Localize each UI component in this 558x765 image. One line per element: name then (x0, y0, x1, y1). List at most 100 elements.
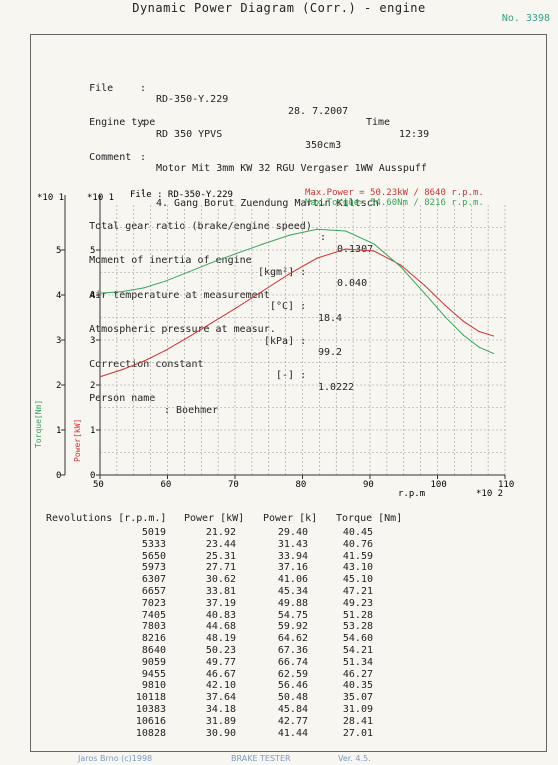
correction-label: Correction constant (89, 358, 204, 370)
cell-power-kw: 30.62 (205, 574, 236, 586)
x-tick-label: 60 (161, 480, 172, 490)
y-scale-left: *10 1 (37, 193, 64, 203)
cell-torque: 53.28 (342, 621, 373, 633)
torque-point (100, 292, 102, 294)
col-power-kw-header: Power [kW] (184, 513, 245, 524)
y-tick-label-left: 1 (56, 426, 61, 436)
cell-power-kw: 40.83 (205, 609, 236, 621)
power-point (121, 368, 124, 371)
x-tick-label: 50 (93, 480, 104, 490)
cell-power-k: 41.06 (277, 574, 308, 586)
x-tick-label: 90 (363, 480, 374, 490)
cell-torque: 51.28 (342, 609, 373, 621)
cell-power-k: 49.88 (277, 597, 308, 609)
col-power-k-header: Power [k] (263, 513, 318, 524)
torque-point (400, 266, 402, 268)
cell-power-k: 67.36 (277, 644, 308, 656)
cell-power-k: 45.84 (277, 703, 308, 715)
x-tick-label: 110 (498, 480, 514, 490)
cell-rpm: 9059 (141, 656, 166, 668)
cell-torque: 40.35 (342, 680, 373, 692)
footer-copyright: Jaros Brno (c)1998 (78, 754, 153, 763)
torque-point (143, 287, 145, 289)
cell-power-kw: 23.44 (205, 538, 236, 550)
gear-ratio-colon: : (320, 232, 327, 243)
y-tick-label-left: 3 (56, 336, 61, 346)
cell-power-k: 59.92 (277, 621, 308, 633)
gear-ratio-value: 0.1307 (337, 243, 374, 255)
time-label: Time (366, 117, 391, 128)
inertia-unit: [kgm²] : (258, 266, 307, 278)
cell-rpm: 7405 (141, 609, 166, 621)
torque-point (288, 234, 290, 236)
y-tick-label-right: 3 (90, 336, 95, 346)
power-point (316, 257, 318, 259)
footer-product: BRAKE TESTER (231, 754, 291, 763)
cell-power-kw: 37.19 (205, 597, 236, 609)
cell-torque: 41.59 (342, 550, 373, 562)
cell-rpm: 6657 (141, 585, 166, 597)
footer-version: Ver. 4.5. (338, 754, 371, 763)
power-point (478, 330, 480, 333)
x-tick-label: 80 (296, 480, 307, 490)
cell-power-k: 62.59 (277, 668, 308, 680)
engine-value: RD 350 YPVS (156, 128, 223, 140)
torque-axis-label: Torque[Nm] (34, 400, 43, 448)
time-value: 12:39 (399, 128, 430, 140)
cell-rpm: 10616 (135, 715, 166, 727)
col-rpm-header: Revolutions [r.p.m.] (46, 513, 167, 524)
torque-point (462, 334, 464, 336)
cell-power-kw: 21.92 (205, 527, 236, 538)
power-point (444, 305, 447, 307)
cell-power-k: 54.75 (277, 609, 308, 621)
chart-labels: *10 1 *10 1 File : RD-350-Y.229 Max.Powe… (34, 188, 503, 499)
cell-torque: 40.76 (342, 538, 373, 550)
cell-power-kw: 31.89 (205, 715, 236, 727)
cell-torque: 40.45 (342, 527, 373, 538)
test-date: 28. 7.2007 (288, 105, 349, 117)
torque-point (165, 280, 167, 282)
file-label: File (89, 82, 114, 94)
cell-power-kw: 44.68 (205, 621, 236, 633)
chart-axes: 50 60 70 80 90 100 110 0 0 1 1 2 2 3 3 4 4 5 5 (56, 195, 514, 490)
person-value: : Boehmer (164, 404, 219, 416)
gear-ratio-label: Total gear ratio (brake/engine speed) (89, 220, 312, 232)
x-axis-label: r.p.m (398, 489, 425, 499)
power-point (187, 336, 189, 338)
y-tick-label-right: 4 (90, 291, 95, 301)
y-tick-label-right: 2 (90, 381, 95, 391)
power-point (462, 320, 464, 322)
cell-rpm: 10118 (135, 692, 166, 704)
y-tick-label-left: 2 (56, 381, 61, 391)
torque-point (492, 352, 494, 355)
cell-power-kw: 30.90 (205, 727, 236, 739)
cell-rpm: 6307 (141, 574, 166, 586)
col-torque-header: Torque [Nm] (336, 513, 403, 524)
power-point (345, 248, 347, 250)
torque-point (316, 228, 318, 230)
cell-torque: 45.10 (342, 574, 373, 586)
correction-unit: [-] : (276, 370, 307, 381)
pressure-value: 99.2 (318, 347, 343, 358)
cell-power-kw: 46.67 (205, 668, 236, 680)
max-power-label: Max.Power = 50.23kW / 8640 r.p.m. (305, 188, 484, 198)
y-tick-label-left: 5 (56, 246, 61, 256)
torque-point (261, 243, 263, 245)
torque-point (235, 252, 238, 255)
torque-point (121, 290, 124, 293)
power-point (424, 284, 426, 287)
pressure-unit: [kPa] : (264, 335, 307, 347)
cell-rpm: 7803 (141, 621, 166, 633)
y-tick-label-left: 4 (56, 291, 61, 301)
cell-power-k: 37.16 (277, 562, 308, 574)
torque-point (187, 271, 189, 273)
report-frame (30, 34, 547, 752)
comment-label: Comment (89, 151, 132, 163)
comment-line-1: Motor Mit 3mm KW 32 RGU Vergaser 1WW Aus… (156, 163, 427, 174)
x-tick-label: 100 (431, 480, 447, 490)
cell-power-k: 56.46 (277, 680, 308, 692)
x-tick-label: 70 (228, 480, 239, 490)
power-point (235, 307, 238, 309)
cell-rpm: 10828 (135, 727, 166, 739)
chart-file-label: File : RD-350-Y.229 (130, 190, 233, 200)
